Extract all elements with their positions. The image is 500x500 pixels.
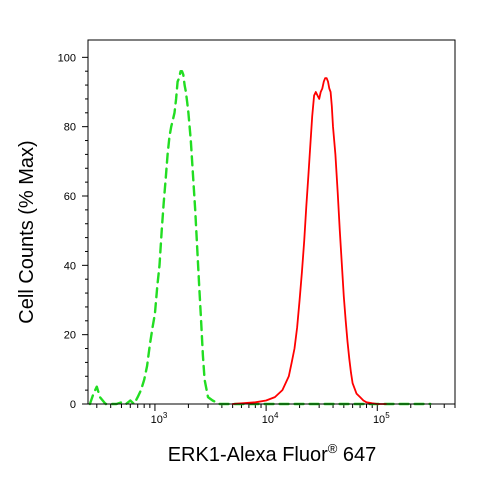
x-axis-title-main: ERK1-Alexa Fluor: [168, 444, 328, 466]
x-tick-label: 105: [373, 411, 390, 426]
y-tick-label: 80: [64, 122, 76, 134]
y-tick-label: 60: [64, 191, 76, 203]
x-tick-label: 103: [151, 411, 168, 426]
y-tick-label: 0: [70, 399, 76, 411]
y-axis-tick-labels: 0 20 40 60 80 100: [58, 52, 76, 411]
x-axis-minor-ticks: [96, 404, 456, 408]
y-tick-label: 100: [58, 52, 76, 64]
y-axis-major-ticks: [82, 56, 88, 405]
x-axis-title-superscript: ®: [328, 441, 338, 456]
y-tick-label: 20: [64, 330, 76, 342]
plot-frame: [87, 39, 456, 405]
y-tick-label: 40: [64, 260, 76, 272]
histogram-line-solid: [231, 77, 388, 405]
x-axis-title-suffix: 647: [337, 444, 376, 466]
histogram-line-dashed: [88, 69, 432, 406]
x-tick-label: 104: [262, 411, 279, 426]
y-axis-title: Cell Counts (% Max): [16, 140, 38, 323]
series-layer: [88, 69, 432, 406]
x-axis-tick-labels: 103 104 105: [151, 411, 391, 426]
x-axis-title: ERK1-Alexa Fluor® 647: [168, 441, 377, 466]
